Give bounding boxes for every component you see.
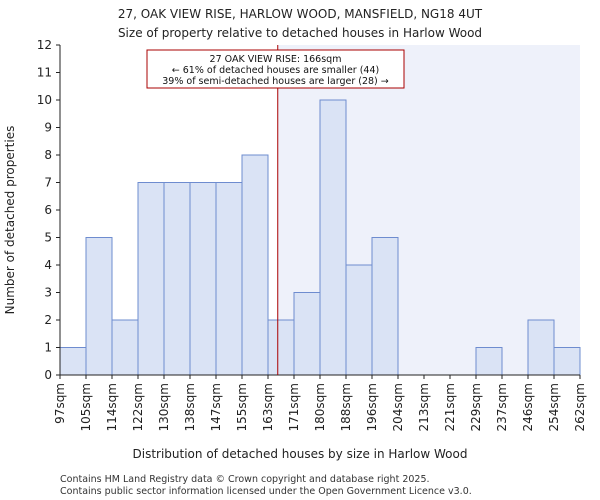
y-tick-label: 5 — [44, 231, 52, 245]
y-tick-label: 9 — [44, 121, 52, 135]
histogram-bar — [267, 319, 295, 376]
y-tick-label: 3 — [44, 286, 52, 300]
histogram-bar — [371, 237, 399, 376]
annotation-larger: 39% of semi-detached houses are larger (… — [162, 76, 389, 87]
annotation-title: 27 OAK VIEW RISE: 166sqm — [210, 54, 342, 65]
x-tick-label: 147sqm — [209, 383, 223, 431]
y-axis-label: Number of detached properties — [3, 126, 17, 315]
footer-licence: Contains public sector information licen… — [60, 486, 472, 497]
chart-subtitle: Size of property relative to detached ho… — [118, 26, 482, 40]
x-tick-label: 114sqm — [105, 383, 119, 431]
histogram-bar — [137, 182, 165, 376]
x-tick-label: 180sqm — [313, 383, 327, 431]
histogram-bar — [59, 347, 87, 376]
histogram-bar — [475, 347, 503, 376]
histogram-bar — [293, 292, 321, 376]
histogram-bar — [345, 264, 373, 376]
y-tick-label: 11 — [37, 66, 52, 80]
x-tick-label: 237sqm — [495, 383, 509, 431]
x-tick-label: 196sqm — [365, 383, 379, 431]
histogram-bar — [527, 319, 555, 376]
annotation-box — [146, 49, 405, 89]
x-tick-label: 188sqm — [339, 383, 353, 431]
y-tick-label: 12 — [37, 38, 52, 52]
x-tick-label: 254sqm — [547, 383, 561, 431]
histogram-bar — [85, 237, 113, 376]
annotation-smaller: ← 61% of detached houses are smaller (44… — [172, 65, 379, 76]
footer-copyright: Contains HM Land Registry data © Crown c… — [60, 474, 430, 485]
histogram-bar — [215, 182, 243, 376]
y-tick-label: 0 — [44, 368, 52, 382]
y-tick-label: 4 — [44, 258, 52, 272]
y-tick-label: 1 — [44, 341, 52, 355]
histogram-bar — [319, 99, 347, 376]
x-tick-label: 97sqm — [53, 383, 67, 424]
x-tick-label: 229sqm — [469, 383, 483, 431]
y-tick-label: 8 — [44, 148, 52, 162]
y-tick-label: 10 — [37, 93, 52, 107]
x-tick-label: 213sqm — [417, 383, 431, 431]
y-tick-label: 2 — [44, 313, 52, 327]
chart-title: 27, OAK VIEW RISE, HARLOW WOOD, MANSFIEL… — [118, 7, 483, 21]
x-tick-label: 138sqm — [183, 383, 197, 431]
x-tick-label: 163sqm — [261, 383, 275, 431]
histogram-bar — [241, 154, 269, 376]
x-tick-label: 122sqm — [131, 383, 145, 431]
x-tick-label: 204sqm — [391, 383, 405, 431]
y-tick-label: 7 — [44, 176, 52, 190]
x-tick-label: 130sqm — [157, 383, 171, 431]
x-tick-label: 155sqm — [235, 383, 249, 431]
x-tick-label: 221sqm — [443, 383, 457, 431]
histogram-bar — [553, 347, 581, 376]
histogram-bar — [189, 182, 217, 376]
x-tick-label: 171sqm — [287, 383, 301, 431]
histogram-bar — [163, 182, 191, 376]
x-tick-label: 105sqm — [79, 383, 93, 431]
x-tick-label: 262sqm — [573, 383, 587, 431]
x-axis-label: Distribution of detached houses by size … — [133, 447, 468, 461]
x-tick-label: 246sqm — [521, 383, 535, 431]
y-tick-label: 6 — [44, 203, 52, 217]
histogram-bar — [111, 319, 139, 376]
